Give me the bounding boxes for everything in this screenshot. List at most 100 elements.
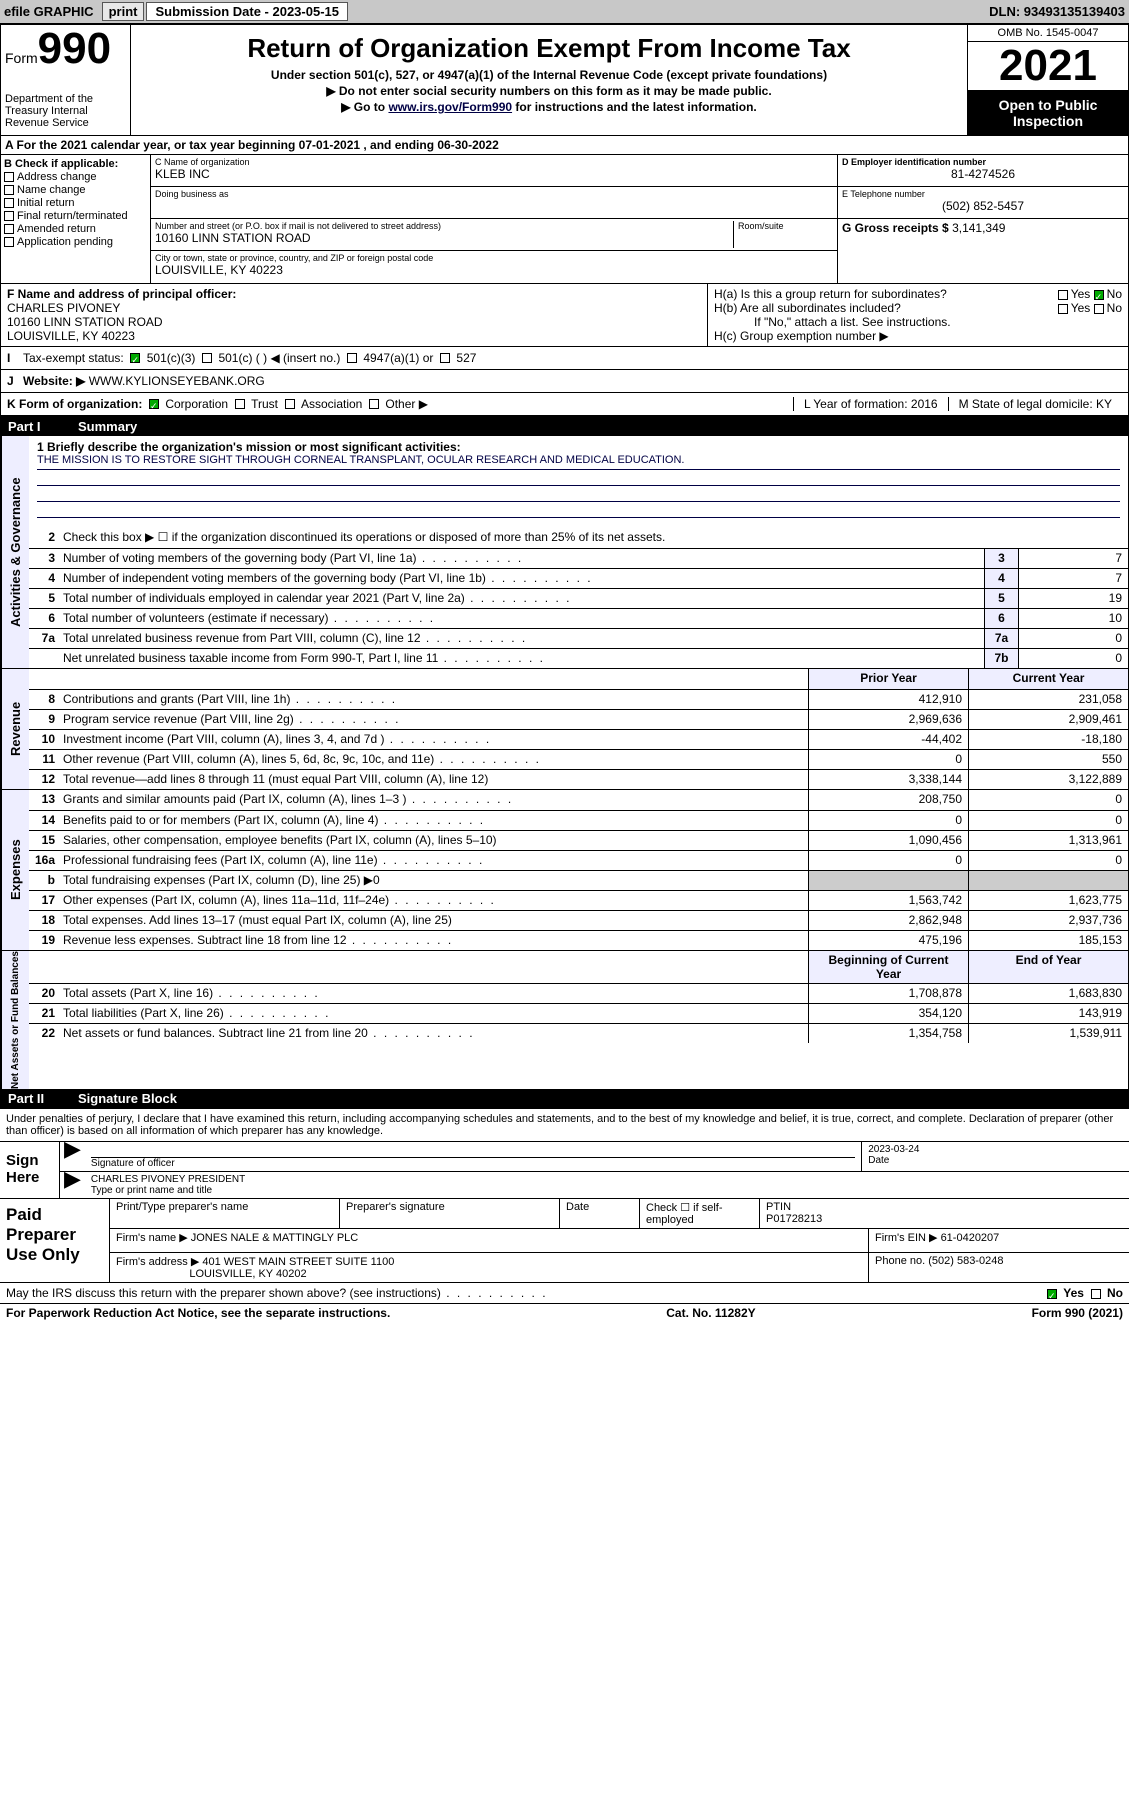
n21-p: 354,120 (808, 1004, 968, 1023)
c-city-label: City or town, state or province, country… (155, 253, 833, 263)
e16b-t: Total fundraising expenses (Part IX, col… (59, 871, 808, 890)
part2-title: Signature Block (78, 1091, 177, 1106)
ha-no[interactable] (1094, 290, 1104, 300)
sig-date: 2023-03-24 (868, 1144, 1123, 1155)
ln7b-b: 7b (984, 649, 1018, 668)
footer: For Paperwork Reduction Act Notice, see … (0, 1303, 1129, 1322)
d-row: D Employer identification number 81-4274… (838, 155, 1128, 187)
i-o2: 501(c) ( ) ◀ (insert no.) (218, 351, 340, 365)
side-netassets: Net Assets or Fund Balances (1, 951, 29, 1089)
e18-c: 2,937,736 (968, 911, 1128, 930)
part2-label: Part II (8, 1091, 78, 1106)
part1-title: Summary (78, 419, 137, 434)
submission-date: Submission Date - 2023-05-15 (146, 2, 348, 21)
ln3-v: 7 (1018, 549, 1128, 568)
header-left: Form990 Department of the Treasury Inter… (1, 25, 131, 135)
chk-initial[interactable] (4, 198, 14, 208)
part2-header: Part II Signature Block (0, 1089, 1129, 1108)
col-c: C Name of organization KLEB INC Doing bu… (151, 155, 838, 283)
c-addr-label: Number and street (or P.O. box if mail i… (155, 221, 441, 231)
k-assoc[interactable] (285, 399, 295, 409)
n20-c: 1,683,830 (968, 984, 1128, 1003)
goto-suffix: for instructions and the latest informat… (512, 100, 757, 114)
r12-t: Total revenue—add lines 8 through 11 (mu… (59, 770, 808, 789)
e17-t: Other expenses (Part IX, column (A), lin… (59, 891, 808, 910)
c-dba-row: Doing business as (151, 187, 837, 219)
firm-addr-label: Firm's address ▶ (116, 1256, 199, 1268)
may-no-l: No (1107, 1286, 1123, 1300)
e19-t: Revenue less expenses. Subtract line 18 … (59, 931, 808, 950)
chk-name[interactable] (4, 185, 14, 195)
n20-p: 1,708,878 (808, 984, 968, 1003)
prep-sig-label: Preparer's signature (340, 1199, 560, 1228)
side-expenses: Expenses (1, 790, 29, 950)
ha-yes[interactable] (1058, 290, 1068, 300)
f-label: F Name and address of principal officer: (7, 287, 701, 301)
e14-n: 14 (29, 811, 59, 830)
n22-n: 22 (29, 1024, 59, 1043)
e13-p: 208,750 (808, 790, 968, 810)
b-item-5: Application pending (17, 236, 113, 248)
g-label: G Gross receipts $ (842, 221, 949, 235)
chk-final[interactable] (4, 211, 14, 221)
e14-p: 0 (808, 811, 968, 830)
e14-c: 0 (968, 811, 1128, 830)
i-501c[interactable] (202, 353, 212, 363)
ln4-b: 4 (984, 569, 1018, 588)
may-yes[interactable] (1047, 1289, 1057, 1299)
r11-p: 0 (808, 750, 968, 769)
hdr-beg: Beginning of Current Year (808, 951, 968, 983)
officer-name: CHARLES PIVONEY (7, 301, 701, 315)
col-h: H(a) Is this a group return for subordin… (708, 284, 1128, 346)
hb-yes[interactable] (1058, 304, 1068, 314)
b-item-0: Address change (17, 171, 97, 183)
ha-no-l: No (1107, 287, 1122, 301)
prep-date-label: Date (560, 1199, 640, 1228)
ln7a-t: Total unrelated business revenue from Pa… (59, 629, 984, 648)
e15-p: 1,090,456 (808, 831, 968, 850)
e15-c: 1,313,961 (968, 831, 1128, 850)
section-expenses: Expenses 13Grants and similar amounts pa… (1, 790, 1128, 951)
goto-link[interactable]: www.irs.gov/Form990 (388, 100, 512, 114)
i-4947[interactable] (347, 353, 357, 363)
e19-c: 185,153 (968, 931, 1128, 950)
i-label: Tax-exempt status: (23, 351, 124, 365)
part1-body: Activities & Governance 1 Briefly descri… (0, 436, 1129, 1089)
chk-address[interactable] (4, 172, 14, 182)
print-button[interactable]: print (102, 2, 145, 21)
k-other[interactable] (369, 399, 379, 409)
n22-p: 1,354,758 (808, 1024, 968, 1043)
ln5-v: 19 (1018, 589, 1128, 608)
prep-selfemp: Check ☐ if self-employed (640, 1199, 760, 1228)
arrow-icon-2: ▶ (60, 1172, 85, 1198)
mission-blank-2 (37, 486, 1120, 502)
ln3-t: Number of voting members of the governin… (59, 549, 984, 568)
r11-t: Other revenue (Part VIII, column (A), li… (59, 750, 808, 769)
n22-t: Net assets or fund balances. Subtract li… (59, 1024, 808, 1043)
side-revenue: Revenue (1, 669, 29, 789)
e16b-c (968, 871, 1128, 890)
chk-amended[interactable] (4, 224, 14, 234)
topbar: efile GRAPHIC print Submission Date - 20… (0, 0, 1129, 25)
hc-label: H(c) Group exemption number ▶ (714, 329, 1122, 343)
hb-no[interactable] (1094, 304, 1104, 314)
i-527[interactable] (440, 353, 450, 363)
org-name: KLEB INC (155, 167, 833, 181)
col-b: B Check if applicable: Address change Na… (1, 155, 151, 283)
form-header: Form990 Department of the Treasury Inter… (0, 25, 1129, 136)
website: WWW.KYLIONSEYEBANK.ORG (89, 374, 265, 388)
i-501c3[interactable] (130, 353, 140, 363)
ein: 81-4274526 (842, 167, 1124, 181)
chk-pending[interactable] (4, 237, 14, 247)
firm-ein: 61-0420207 (941, 1232, 1000, 1244)
k-corp[interactable] (149, 399, 159, 409)
may-no[interactable] (1091, 1289, 1101, 1299)
j-label: Website: ▶ (23, 374, 85, 388)
k-trust[interactable] (235, 399, 245, 409)
year-formation: L Year of formation: 2016 (793, 397, 948, 411)
section-netassets: Net Assets or Fund Balances Beginning of… (1, 951, 1128, 1089)
firm-name: JONES NALE & MATTINGLY PLC (191, 1232, 359, 1244)
may-q: May the IRS discuss this return with the… (6, 1286, 548, 1300)
b-item-3: Final return/terminated (17, 210, 128, 222)
r9-t: Program service revenue (Part VIII, line… (59, 710, 808, 729)
